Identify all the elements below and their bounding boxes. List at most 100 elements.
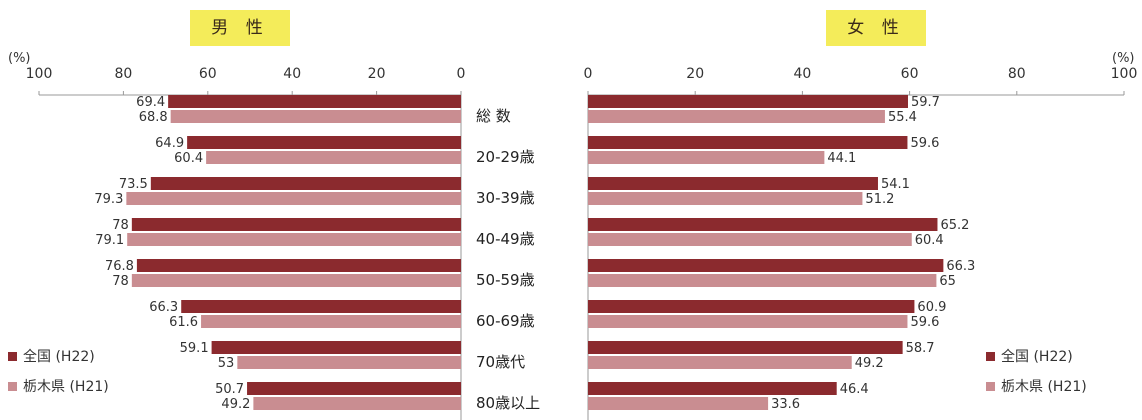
right-value-label-national-0: 59.7 xyxy=(911,95,940,110)
right-bar-national-5 xyxy=(588,300,915,313)
female-title: 女 性 xyxy=(826,10,926,46)
left-value-label-tochigi-5: 61.6 xyxy=(169,315,198,330)
right-bar-tochigi-7 xyxy=(588,397,769,410)
legend-swatch-tochigi-right xyxy=(986,381,995,391)
right-tick-label-40: 40 xyxy=(793,66,811,82)
left-value-label-national-7: 50.7 xyxy=(215,382,244,397)
left-bar-national-5 xyxy=(181,300,462,313)
left-bar-tochigi-0 xyxy=(170,110,461,123)
right-unit-label: (%) xyxy=(1112,51,1135,66)
right-value-label-national-1: 59.6 xyxy=(910,136,939,151)
left-bar-tochigi-1 xyxy=(206,151,461,164)
right-bar-national-7 xyxy=(588,382,837,395)
right-value-label-national-2: 54.1 xyxy=(881,177,910,192)
right-value-label-tochigi-5: 59.6 xyxy=(910,315,939,330)
right-value-label-tochigi-2: 51.2 xyxy=(865,192,894,207)
right-value-label-national-7: 46.4 xyxy=(840,382,869,397)
legend-swatch-tochigi xyxy=(8,381,17,391)
left-value-label-national-2: 73.5 xyxy=(119,177,148,192)
right-bar-tochigi-0 xyxy=(588,110,885,123)
right-value-label-tochigi-0: 55.4 xyxy=(888,110,917,125)
right-value-label-national-3: 65.2 xyxy=(940,218,969,233)
left-bar-national-1 xyxy=(187,136,461,149)
left-bar-national-3 xyxy=(131,218,461,231)
left-bar-tochigi-6 xyxy=(237,356,461,369)
left-value-label-tochigi-0: 68.8 xyxy=(139,110,168,125)
left-tick-label-100: 100 xyxy=(26,66,53,82)
left-tick-label-0: 0 xyxy=(457,66,466,82)
left-tick-label-60: 60 xyxy=(199,66,217,82)
legend-label-national: 全国 (H22) xyxy=(23,349,95,365)
left-bar-national-4 xyxy=(136,259,462,272)
left-value-label-national-4: 76.8 xyxy=(105,259,134,274)
category-label-1: 20-29歳 xyxy=(476,148,535,166)
category-label-6: 70歳代 xyxy=(476,353,525,371)
left-value-label-tochigi-7: 49.2 xyxy=(221,397,250,412)
left-value-label-national-3: 78 xyxy=(112,218,129,233)
left-bar-national-7 xyxy=(247,382,461,395)
right-value-label-tochigi-4: 65 xyxy=(939,274,956,289)
left-value-label-national-6: 59.1 xyxy=(180,341,209,356)
right-bar-national-0 xyxy=(588,95,908,108)
category-label-0: 総 数 xyxy=(476,107,511,125)
legend-item-national-right: 全国 (H22) xyxy=(986,341,1087,371)
legend-item-tochigi-right: 栃木県 (H21) xyxy=(986,371,1087,401)
right-value-label-national-5: 60.9 xyxy=(917,300,946,315)
right-tick-label-80: 80 xyxy=(1008,66,1026,82)
category-label-3: 40-49歳 xyxy=(476,230,535,248)
left-bar-tochigi-3 xyxy=(127,233,461,246)
right-bar-tochigi-6 xyxy=(588,356,852,369)
left-bar-tochigi-4 xyxy=(131,274,461,287)
category-label-4: 50-59歳 xyxy=(476,271,535,289)
left-value-label-tochigi-2: 79.3 xyxy=(94,192,123,207)
legend-left: 全国 (H22) 栃木県 (H21) xyxy=(8,341,109,401)
right-value-label-national-6: 58.7 xyxy=(906,341,935,356)
left-bar-tochigi-5 xyxy=(201,315,461,328)
legend-label-tochigi: 栃木県 (H21) xyxy=(23,379,109,395)
left-bar-tochigi-7 xyxy=(253,397,461,410)
left-bar-tochigi-2 xyxy=(126,192,461,205)
legend-label-tochigi-right: 栃木県 (H21) xyxy=(1001,379,1087,395)
right-bar-tochigi-4 xyxy=(588,274,937,287)
right-bar-tochigi-2 xyxy=(588,192,863,205)
right-tick-label-0: 0 xyxy=(584,66,593,82)
legend-swatch-national-right xyxy=(986,351,995,361)
legend-swatch-national xyxy=(8,351,17,361)
right-bar-national-1 xyxy=(588,136,908,149)
left-value-label-tochigi-1: 60.4 xyxy=(174,151,203,166)
left-bar-national-0 xyxy=(168,95,461,108)
left-value-label-tochigi-6: 53 xyxy=(218,356,235,371)
left-value-label-national-0: 69.4 xyxy=(136,95,165,110)
right-tick-label-60: 60 xyxy=(901,66,919,82)
right-bar-tochigi-5 xyxy=(588,315,908,328)
right-bar-tochigi-1 xyxy=(588,151,825,164)
left-value-label-tochigi-3: 79.1 xyxy=(95,233,124,248)
left-tick-label-20: 20 xyxy=(368,66,386,82)
left-tick-label-80: 80 xyxy=(114,66,132,82)
legend-label-national-right: 全国 (H22) xyxy=(1001,349,1073,365)
right-bar-national-3 xyxy=(588,218,938,231)
left-bar-national-6 xyxy=(211,341,461,354)
right-value-label-tochigi-6: 49.2 xyxy=(855,356,884,371)
right-tick-label-100: 100 xyxy=(1111,66,1138,82)
left-unit-label: (%) xyxy=(8,51,31,66)
right-value-label-tochigi-7: 33.6 xyxy=(771,397,800,412)
right-value-label-national-4: 66.3 xyxy=(946,259,975,274)
left-value-label-national-5: 66.3 xyxy=(149,300,178,315)
right-bar-national-4 xyxy=(588,259,944,272)
category-label-7: 80歳以上 xyxy=(476,394,540,412)
male-title: 男 性 xyxy=(190,10,290,46)
left-value-label-tochigi-4: 78 xyxy=(112,274,129,289)
left-tick-label-40: 40 xyxy=(283,66,301,82)
category-label-2: 30-39歳 xyxy=(476,189,535,207)
left-value-label-national-1: 64.9 xyxy=(155,136,184,151)
left-bar-national-2 xyxy=(150,177,461,190)
right-bar-national-6 xyxy=(588,341,903,354)
right-tick-label-20: 20 xyxy=(686,66,704,82)
legend-item-tochigi: 栃木県 (H21) xyxy=(8,371,109,401)
right-value-label-tochigi-1: 44.1 xyxy=(827,151,856,166)
right-bar-national-2 xyxy=(588,177,878,190)
legend-right: 全国 (H22) 栃木県 (H21) xyxy=(986,341,1087,401)
right-value-label-tochigi-3: 60.4 xyxy=(915,233,944,248)
